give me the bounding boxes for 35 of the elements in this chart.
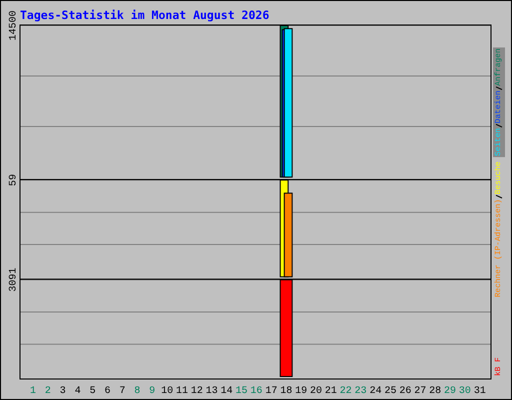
x-tick-label: 7	[119, 386, 126, 397]
x-tick-label: 8	[134, 386, 140, 397]
x-tick-label: 20	[310, 386, 322, 397]
x-tick-label: 25	[384, 386, 396, 397]
x-tick-label: 11	[176, 386, 188, 397]
x-tick-label: 18	[280, 386, 292, 397]
x-tick-label: 17	[265, 386, 278, 397]
x-tick-label: 6	[104, 386, 111, 397]
x-tick-label: 15	[236, 386, 248, 397]
x-tick-label: 2	[44, 386, 51, 397]
y-tick-label: 3091	[8, 268, 20, 292]
x-tick-label: 27	[414, 386, 426, 397]
y-tick-label: 14500	[8, 10, 20, 41]
x-tick-label: 29	[444, 386, 456, 397]
x-tick-label: 16	[250, 386, 262, 397]
x-tick-label: 22	[340, 386, 352, 397]
x-tick-label: 23	[354, 386, 367, 397]
x-tick-label: 1	[30, 386, 36, 397]
x-tick-label: 4	[74, 386, 81, 397]
x-tick-label: 3	[60, 386, 66, 397]
x-tick-label: 5	[90, 386, 96, 397]
chart-title: Tages-Statistik im Monat August 2026	[20, 8, 270, 22]
x-tick-label: 12	[190, 386, 203, 397]
x-tick-label: 9	[149, 386, 156, 397]
x-tick-label: 13	[206, 386, 218, 397]
x-tick-label: 24	[370, 386, 382, 397]
x-tick-label: 10	[161, 386, 174, 397]
y-tick-label: 59	[8, 174, 20, 186]
x-tick-label: 14	[220, 386, 233, 397]
x-tick-label: 30	[458, 386, 471, 397]
x-tick-label: 21	[324, 386, 337, 397]
x-tick-label: 28	[429, 386, 442, 397]
x-tick-label: 19	[295, 386, 308, 397]
x-tick-label: 31	[474, 386, 486, 397]
x-tick-label: 26	[399, 386, 412, 397]
